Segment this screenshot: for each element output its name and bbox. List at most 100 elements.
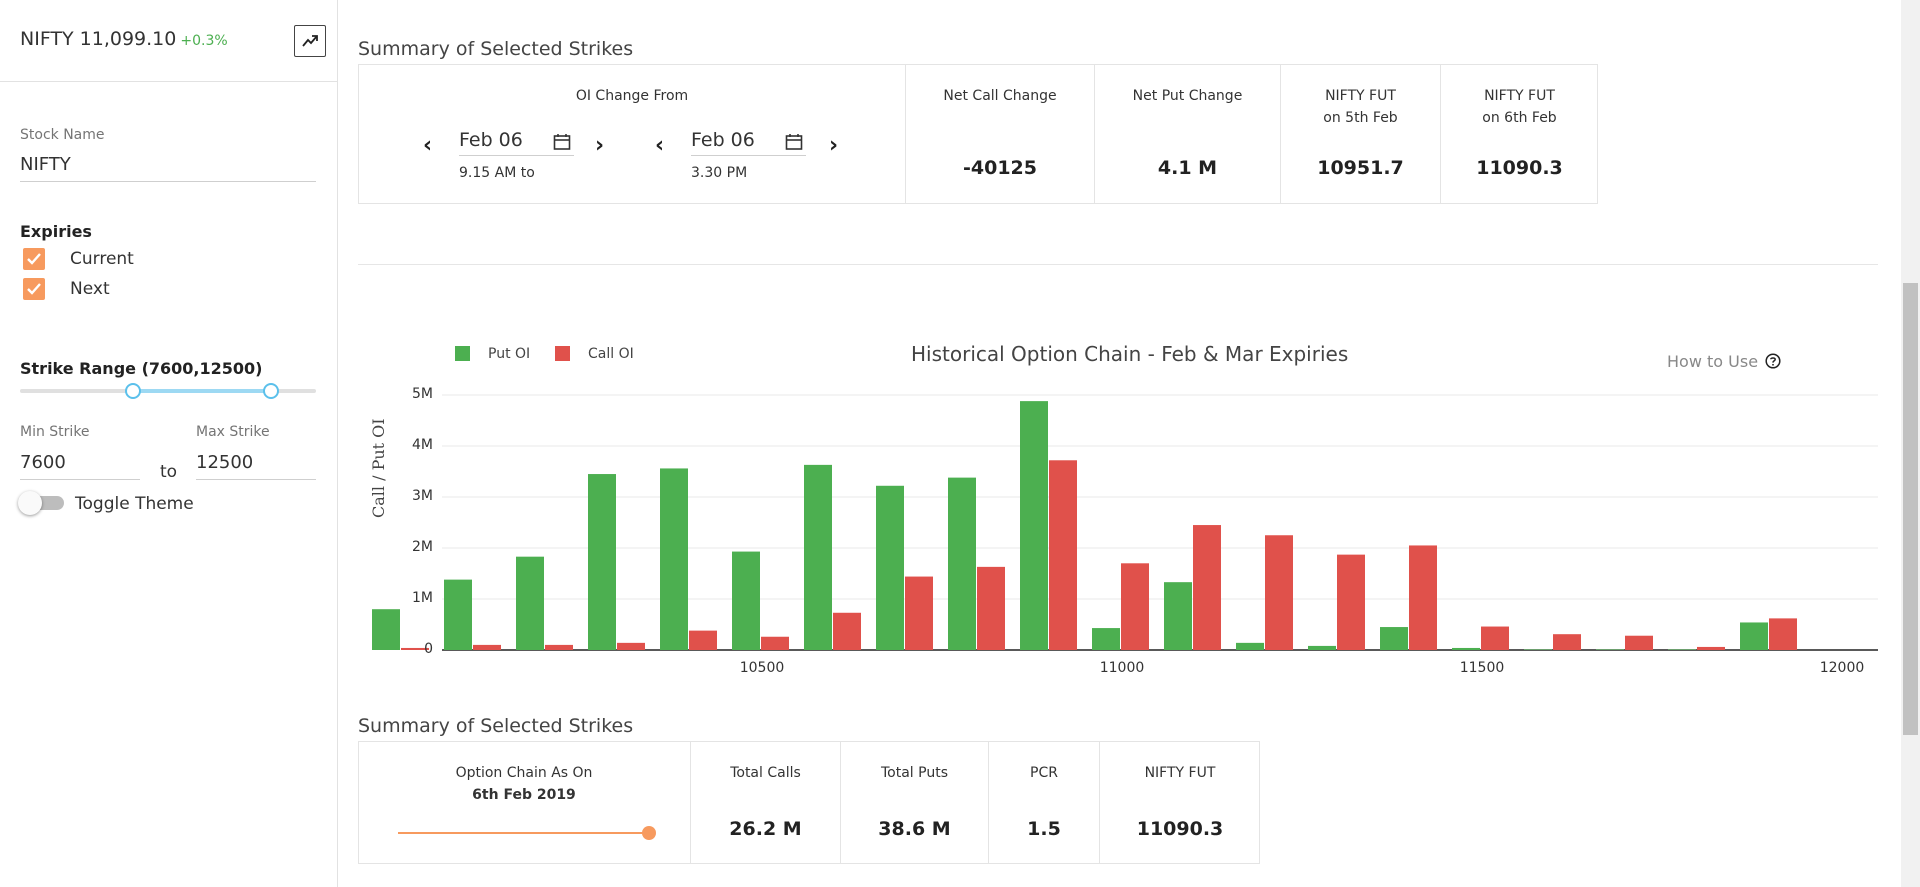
top-summary-box: OI Change From ‹ Feb 06 › 9.15 AM to ‹ F… <box>358 64 1598 204</box>
net-call-change-label: Net Call Change <box>943 88 1057 104</box>
to-date-prev-arrow[interactable]: ‹ <box>655 133 665 158</box>
put-oi-bar-10200[interactable] <box>444 579 472 650</box>
fut-6th-feb-sublabel: on 6th Feb <box>1482 110 1557 126</box>
put-oi-bar-11600[interactable] <box>1452 647 1480 650</box>
net-put-change-label: Net Put Change <box>1132 88 1243 104</box>
to-date-input[interactable]: Feb 06 <box>691 129 806 156</box>
put-oi-bar-10500[interactable] <box>660 468 688 650</box>
max-strike-label: Max Strike <box>196 424 270 440</box>
expiry-next-checkbox[interactable] <box>23 278 45 300</box>
legend-put-label[interactable]: Put OI <box>488 346 531 362</box>
calendar-icon[interactable] <box>785 133 803 151</box>
put-oi-bar-11000[interactable] <box>1020 401 1048 650</box>
expiry-next-label: Next <box>70 279 110 299</box>
how-to-use-link[interactable]: How to Use <box>1667 352 1781 371</box>
strike-range-slider-fill <box>133 389 271 393</box>
pcr-value: 1.5 <box>1027 818 1061 840</box>
call-oi-bar-10500[interactable] <box>689 630 717 650</box>
trend-chart-button[interactable] <box>294 25 326 57</box>
stock-name-input[interactable]: NIFTY <box>20 154 316 182</box>
how-to-use-label: How to Use <box>1667 352 1759 371</box>
expiry-current-checkbox[interactable] <box>23 248 45 270</box>
call-oi-bar-11600[interactable] <box>1481 626 1509 650</box>
total-puts-label: Total Puts <box>881 765 948 781</box>
put-oi-bar-11900[interactable] <box>1668 649 1696 650</box>
min-strike-input[interactable]: 7600 <box>20 452 140 480</box>
call-oi-bar-10300[interactable] <box>545 644 573 650</box>
call-oi-bar-11300[interactable] <box>1265 535 1293 650</box>
date-slider-handle[interactable] <box>642 826 656 840</box>
toggle-theme-label: Toggle Theme <box>75 494 194 514</box>
put-oi-bar-11700[interactable] <box>1524 649 1552 650</box>
oi-change-label: OI Change From <box>575 88 689 104</box>
strike-range-max-handle[interactable] <box>263 383 279 399</box>
call-oi-bar-11700[interactable] <box>1553 634 1581 650</box>
total-puts-cell: Total Puts 38.6 M <box>840 742 988 863</box>
option-chain-as-on-cell: Option Chain As On 6th Feb 2019 <box>358 742 690 863</box>
call-oi-bar-11200[interactable] <box>1193 525 1221 650</box>
checkmark-icon <box>27 283 41 295</box>
divider <box>358 264 1878 265</box>
put-oi-bar-11200[interactable] <box>1164 582 1192 650</box>
from-date-input[interactable]: Feb 06 <box>459 129 574 156</box>
put-oi-bar-11400[interactable] <box>1308 645 1336 650</box>
nifty-fut-label: NIFTY FUT <box>1144 765 1216 781</box>
theme-toggle-knob[interactable] <box>18 491 42 515</box>
option-chain-as-on-label: Option Chain As On <box>455 765 593 781</box>
put-oi-bar-10600[interactable] <box>732 551 760 650</box>
expiries-title: Expiries <box>20 222 92 241</box>
call-oi-bar-10900[interactable] <box>977 566 1005 650</box>
put-oi-bar-11100[interactable] <box>1092 628 1120 650</box>
from-date-next-arrow[interactable]: › <box>595 133 605 158</box>
call-oi-bar-11000[interactable] <box>1049 460 1077 650</box>
scrollbar-thumb[interactable] <box>1903 283 1918 735</box>
call-oi-bar-12000[interactable] <box>1769 618 1797 650</box>
legend-call-label[interactable]: Call OI <box>588 346 634 362</box>
from-date-prev-arrow[interactable]: ‹ <box>423 133 433 158</box>
y-tick-3m: 3M <box>412 488 433 504</box>
option-chain-date: 6th Feb 2019 <box>472 787 576 803</box>
legend-call-swatch[interactable] <box>555 346 570 361</box>
put-oi-bar-10400[interactable] <box>588 474 616 650</box>
fut-6th-feb-label: NIFTY FUT <box>1484 88 1555 104</box>
call-oi-bar-11400[interactable] <box>1337 554 1365 650</box>
put-oi-bar-10900[interactable] <box>948 477 976 650</box>
net-call-change-value: -40125 <box>963 157 1037 179</box>
fut-5th-feb-sublabel: on 5th Feb <box>1323 110 1398 126</box>
strike-range-min-handle[interactable] <box>125 383 141 399</box>
put-oi-bar-10100[interactable] <box>372 609 400 650</box>
x-tick-12000: 12000 <box>1819 660 1865 676</box>
put-oi-bar-10800[interactable] <box>876 485 904 650</box>
bottom-summary-title: Summary of Selected Strikes <box>358 715 634 737</box>
max-strike-input[interactable]: 12500 <box>196 452 316 480</box>
from-time: 9.15 AM to <box>459 165 535 181</box>
net-put-change-cell: Net Put Change 4.1 M <box>1094 65 1280 203</box>
call-oi-bar-10700[interactable] <box>833 612 861 650</box>
put-oi-bar-12000[interactable] <box>1740 622 1768 650</box>
put-oi-bar-11500[interactable] <box>1380 627 1408 650</box>
strike-range-title: Strike Range (7600,12500) <box>20 359 263 378</box>
call-oi-bar-11500[interactable] <box>1409 545 1437 650</box>
trending-up-icon <box>302 35 318 47</box>
sidebar: NIFTY 11,099.10 +0.3% Stock Name NIFTY Ex… <box>0 0 338 887</box>
call-oi-bar-11800[interactable] <box>1625 635 1653 650</box>
call-oi-bar-10400[interactable] <box>617 642 645 650</box>
chart-title: Historical Option Chain - Feb & Mar Expi… <box>911 342 1349 366</box>
call-oi-bar-10800[interactable] <box>905 576 933 650</box>
nifty-fut-cell: NIFTY FUT 11090.3 <box>1099 742 1260 863</box>
calendar-icon[interactable] <box>553 133 571 151</box>
call-oi-bar-10100[interactable] <box>401 647 429 650</box>
total-calls-label: Total Calls <box>730 765 801 781</box>
to-date-next-arrow[interactable]: › <box>829 133 839 158</box>
call-oi-bar-10600[interactable] <box>761 636 789 650</box>
call-oi-bar-11100[interactable] <box>1121 563 1149 650</box>
put-oi-bar-11800[interactable] <box>1596 649 1624 650</box>
legend-put-swatch[interactable] <box>455 346 470 361</box>
put-oi-bar-11300[interactable] <box>1236 642 1264 650</box>
put-oi-bar-10700[interactable] <box>804 464 832 650</box>
call-oi-bar-10200[interactable] <box>473 644 501 650</box>
call-oi-bar-11900[interactable] <box>1697 646 1725 650</box>
stock-name-label: Stock Name <box>20 127 105 143</box>
put-oi-bar-10300[interactable] <box>516 556 544 650</box>
date-slider-track[interactable] <box>398 832 650 834</box>
